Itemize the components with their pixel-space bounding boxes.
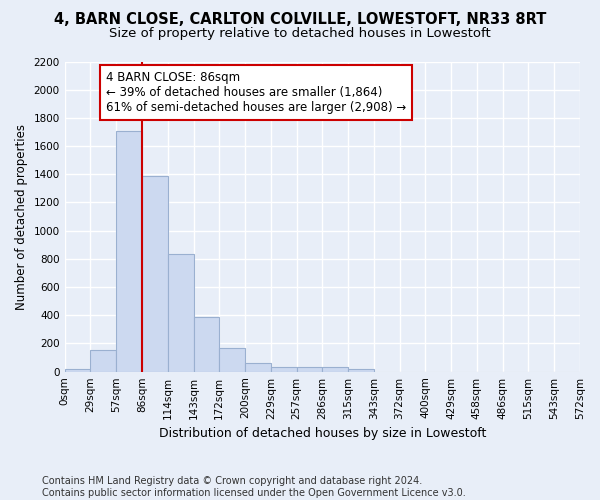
- Bar: [193, 318, 219, 372]
- Bar: [168, 254, 193, 372]
- Bar: [116, 130, 142, 372]
- Y-axis label: Number of detached properties: Number of detached properties: [15, 124, 28, 310]
- Bar: [271, 366, 296, 372]
- Bar: [322, 368, 348, 372]
- Bar: [245, 362, 271, 372]
- X-axis label: Distribution of detached houses by size in Lowestoft: Distribution of detached houses by size …: [158, 427, 486, 440]
- Text: 4, BARN CLOSE, CARLTON COLVILLE, LOWESTOFT, NR33 8RT: 4, BARN CLOSE, CARLTON COLVILLE, LOWESTO…: [54, 12, 546, 28]
- Bar: [65, 369, 91, 372]
- Text: Size of property relative to detached houses in Lowestoft: Size of property relative to detached ho…: [109, 28, 491, 40]
- Text: 4 BARN CLOSE: 86sqm
← 39% of detached houses are smaller (1,864)
61% of semi-det: 4 BARN CLOSE: 86sqm ← 39% of detached ho…: [106, 71, 406, 114]
- Bar: [91, 350, 116, 372]
- Bar: [219, 348, 245, 372]
- Bar: [296, 368, 322, 372]
- Bar: [142, 176, 168, 372]
- Text: Contains HM Land Registry data © Crown copyright and database right 2024.
Contai: Contains HM Land Registry data © Crown c…: [42, 476, 466, 498]
- Bar: [348, 369, 374, 372]
